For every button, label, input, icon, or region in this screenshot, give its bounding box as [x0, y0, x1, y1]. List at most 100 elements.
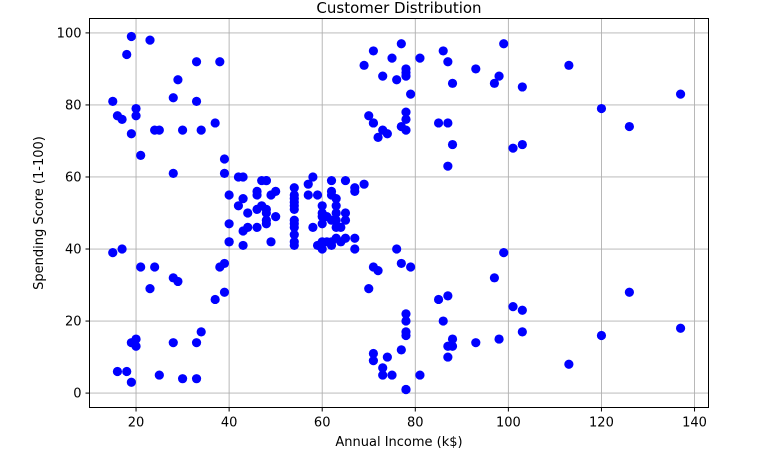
- data-point: [406, 262, 416, 272]
- data-point: [331, 193, 341, 204]
- data-point: [340, 233, 351, 243]
- data-point: [382, 129, 392, 139]
- data-point: [168, 93, 178, 103]
- data-point: [350, 186, 360, 196]
- data-point: [438, 316, 448, 326]
- data-point: [108, 96, 118, 106]
- x-tick-label: 120: [589, 416, 614, 431]
- x-tick-label: 20: [128, 416, 145, 431]
- data-point: [364, 111, 374, 121]
- data-point: [210, 118, 220, 128]
- data-point: [219, 287, 230, 297]
- data-point: [392, 75, 402, 85]
- y-tick-label: 20: [65, 315, 82, 330]
- data-point: [271, 212, 281, 222]
- data-point: [564, 60, 574, 70]
- data-point: [219, 154, 230, 164]
- data-point: [252, 222, 262, 233]
- data-point: [340, 215, 351, 225]
- data-point: [443, 118, 453, 128]
- data-point: [378, 370, 388, 380]
- data-point: [364, 284, 374, 294]
- data-point: [177, 374, 188, 384]
- data-point: [401, 330, 411, 341]
- data-point: [145, 35, 155, 45]
- data-point: [443, 57, 453, 67]
- data-point: [443, 291, 453, 301]
- x-tick-label: 140: [682, 416, 707, 431]
- data-point: [191, 96, 202, 106]
- data-point: [271, 186, 281, 196]
- x-tick-label: 80: [407, 416, 424, 431]
- data-point: [471, 64, 481, 74]
- data-point: [168, 338, 178, 348]
- data-point: [489, 78, 500, 88]
- data-point: [438, 46, 448, 56]
- data-point: [387, 370, 397, 380]
- y-axis-ticks: 0 20 40 60 80 100: [57, 26, 90, 402]
- data-point: [447, 78, 458, 88]
- data-point: [177, 125, 188, 135]
- data-point: [154, 125, 164, 135]
- data-point: [499, 39, 509, 49]
- data-point: [433, 118, 444, 128]
- data-point: [624, 121, 634, 132]
- data-point: [340, 208, 351, 218]
- x-axis-ticks: 20 40 60 80 100 120 140: [128, 407, 707, 431]
- data-point: [443, 352, 453, 362]
- y-axis-label: Spending Score (1-100): [32, 136, 47, 290]
- y-tick-label: 0: [73, 387, 81, 402]
- data-point: [243, 222, 253, 233]
- x-tick-label: 40: [221, 416, 238, 431]
- data-point: [196, 327, 206, 337]
- data-point: [624, 287, 634, 297]
- data-point: [401, 316, 411, 326]
- data-point: [191, 338, 202, 348]
- data-point: [499, 248, 509, 258]
- data-point: [243, 208, 253, 218]
- data-point: [443, 161, 453, 171]
- data-point: [168, 168, 178, 178]
- data-point: [303, 179, 313, 189]
- data-point: [317, 201, 327, 211]
- data-point: [210, 294, 220, 305]
- data-point: [331, 215, 341, 225]
- data-point: [289, 204, 299, 214]
- data-point: [401, 384, 411, 395]
- data-point: [317, 219, 327, 229]
- data-point: [308, 172, 318, 182]
- grid: [89, 18, 709, 408]
- y-tick-label: 40: [65, 243, 82, 258]
- data-point: [131, 341, 141, 351]
- data-point: [401, 114, 411, 124]
- data-point: [261, 175, 271, 186]
- data-point: [191, 57, 202, 67]
- data-point: [396, 39, 406, 49]
- data-point: [150, 262, 160, 272]
- data-point: [131, 111, 141, 121]
- data-point: [219, 168, 230, 178]
- data-point: [145, 284, 155, 294]
- data-point: [675, 323, 686, 333]
- data-point: [136, 150, 146, 160]
- data-point: [382, 352, 392, 362]
- data-point: [122, 49, 132, 60]
- x-axis-label: Annual Income (k$): [335, 435, 462, 450]
- data-point: [517, 139, 527, 150]
- data-point: [131, 334, 141, 344]
- data-point: [373, 266, 383, 276]
- data-point: [238, 240, 248, 251]
- x-tick-label: 100: [496, 416, 521, 431]
- data-point: [359, 179, 369, 189]
- data-point: [508, 143, 518, 153]
- data-point: [326, 175, 337, 186]
- data-point: [406, 89, 416, 99]
- data-point: [373, 132, 383, 142]
- y-tick-label: 80: [65, 98, 82, 113]
- data-point: [112, 366, 123, 377]
- data-point: [494, 71, 504, 81]
- data-point: [359, 60, 369, 70]
- data-point: [471, 338, 481, 348]
- data-point: [378, 363, 388, 373]
- data-point: [136, 262, 146, 272]
